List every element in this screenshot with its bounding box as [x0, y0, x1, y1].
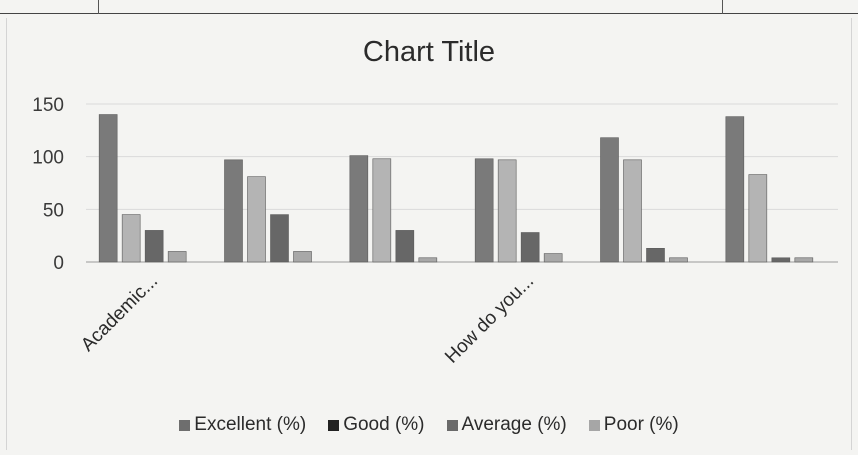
bar	[349, 155, 369, 263]
bar	[395, 230, 415, 263]
legend-swatch	[588, 419, 600, 431]
bar	[794, 257, 814, 263]
bar	[520, 232, 540, 263]
bar	[270, 214, 289, 263]
legend-item: Average (%)	[446, 414, 567, 436]
bar	[497, 159, 517, 263]
x-tick-label: Academic...	[77, 271, 162, 356]
y-tick-label: 0	[53, 253, 64, 274]
chart-legend: Excellent (%) Good (%) Average (%) Poor (%)	[0, 414, 858, 436]
legend-item: Poor (%)	[588, 414, 679, 436]
bar	[144, 230, 164, 263]
legend-label: Poor (%)	[603, 414, 679, 435]
legend-swatch	[446, 419, 458, 431]
legend-item: Excellent (%)	[179, 414, 306, 436]
bar	[543, 253, 563, 263]
bar	[247, 176, 266, 263]
bar	[293, 251, 312, 263]
bar	[725, 116, 745, 263]
legend-label: Excellent (%)	[194, 414, 307, 435]
table-border-strip	[0, 0, 858, 14]
x-tick-label: How do you...	[441, 271, 538, 368]
chart-area	[6, 18, 852, 450]
bar	[669, 257, 688, 263]
bar	[600, 137, 619, 263]
legend-label: Good (%)	[343, 414, 425, 435]
y-tick-label: 100	[32, 148, 64, 169]
bar	[167, 251, 187, 263]
y-tick-label: 150	[32, 95, 64, 116]
bar	[121, 214, 141, 263]
legend-swatch	[179, 419, 191, 431]
bar	[418, 257, 438, 263]
chart-title: Chart Title	[362, 36, 496, 68]
legend-item: Good (%)	[328, 414, 425, 436]
bar	[224, 159, 243, 263]
bar	[372, 158, 392, 263]
bar	[771, 257, 791, 263]
bar	[98, 114, 118, 263]
bar	[623, 159, 642, 263]
bar	[748, 174, 768, 263]
legend-label: Average (%)	[461, 414, 567, 435]
legend-swatch	[328, 419, 340, 431]
bar	[474, 158, 494, 263]
y-tick-label: 50	[43, 200, 64, 221]
bar	[646, 248, 665, 263]
